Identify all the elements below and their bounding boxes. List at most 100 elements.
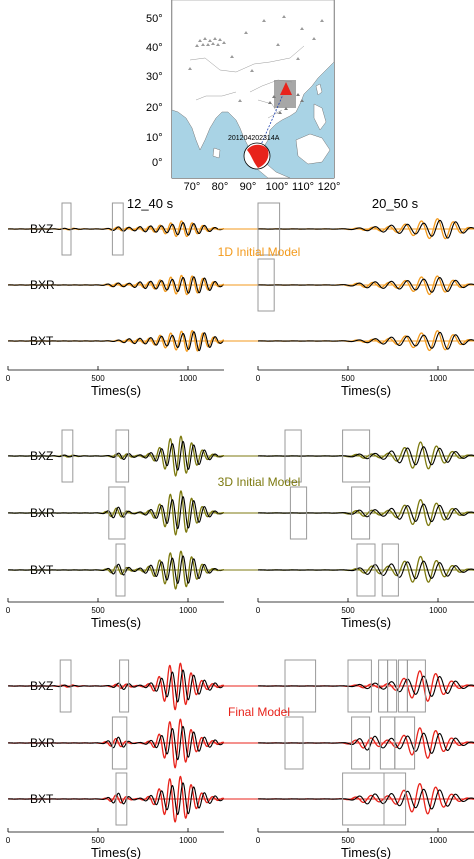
- x-axis-left-2: 0 500 1000 Times(s): [6, 598, 224, 630]
- observed-waveform: [257, 503, 474, 523]
- x-axis-title: Times(s): [91, 845, 141, 859]
- x-axis-title: Times(s): [341, 845, 391, 859]
- measurement-window: [347, 659, 372, 713]
- tick-label: 500: [341, 836, 355, 845]
- x-axis-title: Times(s): [91, 383, 141, 398]
- model-label-1: 1D Initial Model: [218, 245, 301, 259]
- x-axis-right-1: 0 500 1000 Times(s): [256, 366, 474, 398]
- land-srilanka: [212, 147, 221, 159]
- measurement-window: [342, 429, 371, 483]
- tick-label: 1000: [429, 836, 447, 845]
- trace-left-bxz: [7, 659, 225, 713]
- measurement-window: [381, 543, 399, 597]
- band-title-left: 12_40 s: [127, 196, 174, 211]
- trace-right-bxt: [218, 330, 474, 352]
- trace-left-bxr: [7, 486, 225, 540]
- station-cluster-west: [195, 37, 226, 47]
- lon-tick-70: 70°: [184, 181, 201, 193]
- lon-tick-labels: 70° 80° 90° 100° 110° 120°: [184, 181, 341, 193]
- x-axis-right-3: 0 500 1000 Times(s): [256, 828, 474, 859]
- measurement-window: [351, 716, 371, 770]
- measurement-window: [387, 659, 398, 713]
- synthetic-waveform: [257, 441, 474, 470]
- measurement-window: [284, 659, 317, 713]
- tick-label: 0: [256, 374, 261, 383]
- observed-waveform: [257, 675, 474, 697]
- beachball-icon: [243, 142, 271, 170]
- tick-label: 1000: [429, 374, 447, 383]
- lon-tick-90: 90°: [240, 181, 257, 193]
- trace-right-bxr: [218, 258, 474, 312]
- trace-right-bxr: [218, 486, 474, 540]
- x-axis-title: Times(s): [341, 383, 391, 398]
- lat-tick-0: 0°: [152, 157, 163, 169]
- measurement-window: [394, 716, 416, 770]
- tick-label: 0: [6, 374, 11, 383]
- observed-waveform: [257, 732, 474, 754]
- lat-tick-20: 20°: [146, 102, 163, 114]
- trace-left-bxz: [7, 429, 225, 483]
- trace-left-bxr: [7, 274, 225, 296]
- trace-right-bxr: [218, 716, 474, 770]
- observed-waveform: [257, 219, 474, 239]
- tick-label: 0: [256, 836, 261, 845]
- measurement-window: [61, 429, 74, 483]
- trace-left-bxt: [7, 772, 225, 826]
- measurement-window: [108, 486, 126, 540]
- x-axis-left-1: 0 500 1000 Times(s): [6, 366, 224, 398]
- model-label-3: Final Model: [228, 705, 290, 719]
- x-axis-title: Times(s): [91, 615, 141, 630]
- measurement-window: [406, 659, 426, 713]
- lon-tick-100: 100°: [266, 181, 289, 193]
- observed-waveform: [257, 446, 474, 466]
- land-taiwan: [315, 83, 323, 96]
- tick-label: 500: [91, 606, 105, 615]
- measurement-window: [115, 543, 126, 597]
- band-title-right: 20_50 s: [372, 196, 419, 211]
- lat-tick-50: 50°: [146, 13, 163, 25]
- measurement-window: [284, 429, 302, 483]
- lon-tick-120: 120°: [318, 181, 341, 193]
- lat-tick-30: 30°: [146, 71, 163, 83]
- land-borneo: [295, 133, 331, 165]
- x-axis-left-3: 0 500 1000 Times(s): [6, 828, 224, 859]
- observed-waveform: [7, 331, 225, 352]
- tick-label: 500: [91, 374, 105, 383]
- tick-label: 0: [6, 606, 11, 615]
- observed-waveform: [7, 276, 225, 294]
- trace-right-bxz: [218, 659, 474, 713]
- synthetic-waveform: [257, 555, 474, 583]
- measurement-window: [351, 486, 371, 540]
- measurement-window: [59, 659, 72, 713]
- measurement-window: [257, 258, 275, 312]
- trace-right-bxt: [218, 772, 474, 826]
- tick-label: 500: [91, 836, 105, 845]
- tick-label: 0: [256, 606, 261, 615]
- trace-right-bxz: [218, 202, 474, 256]
- measurement-window: [257, 202, 281, 256]
- trace-right-bxt: [218, 543, 474, 597]
- model-label-2: 3D Initial Model: [218, 475, 301, 489]
- trace-left-bxt: [7, 329, 225, 352]
- tick-label: 500: [341, 374, 355, 383]
- observed-waveform: [257, 331, 474, 350]
- measurement-window: [284, 716, 304, 770]
- observed-waveform: [7, 496, 225, 530]
- trace-left-bxz: [7, 202, 225, 256]
- tick-label: 500: [341, 606, 355, 615]
- observed-waveform: [7, 669, 225, 703]
- measurement-window: [111, 716, 128, 770]
- x-axis-right-2: 0 500 1000 Times(s): [256, 598, 474, 630]
- trace-left-bxt: [7, 543, 225, 597]
- source-triangle: [280, 82, 292, 95]
- tick-label: 0: [6, 836, 11, 845]
- observed-waveform: [257, 788, 474, 810]
- ray-path: [256, 89, 286, 155]
- trace-right-bxz: [218, 429, 474, 483]
- country-borders: [189, 45, 305, 119]
- tick-label: 1000: [179, 374, 197, 383]
- lat-tick-40: 40°: [146, 42, 163, 54]
